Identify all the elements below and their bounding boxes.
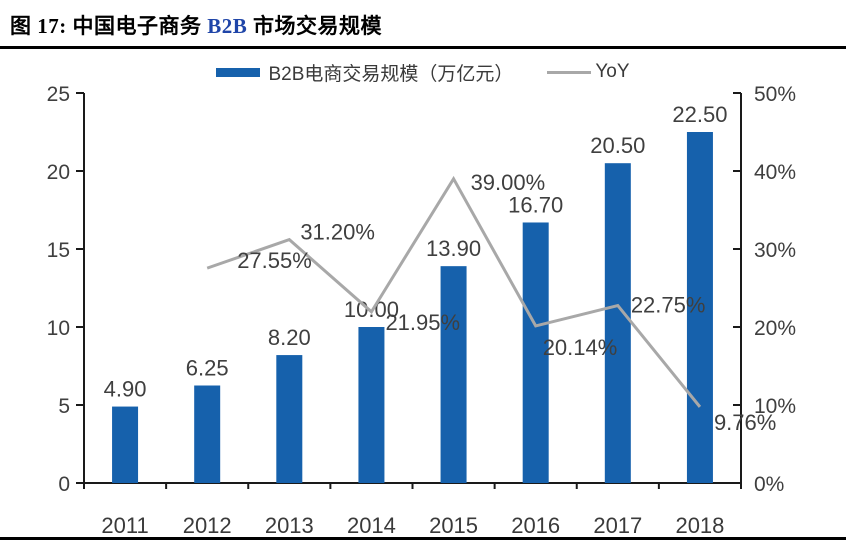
bar: [194, 385, 221, 483]
bottom-divider: [0, 537, 846, 540]
yoy-point-label: 27.55%: [237, 248, 312, 273]
right-axis-tick-label: 0%: [754, 473, 784, 496]
x-category-label: 2015: [429, 513, 478, 538]
yoy-point-label: 20.14%: [543, 335, 618, 360]
bar-value-label: 8.20: [268, 325, 311, 350]
right-axis-tick-label: 40%: [754, 161, 796, 184]
left-axis-tick-label: 20: [47, 161, 70, 184]
bar: [522, 222, 549, 484]
bar: [358, 327, 385, 483]
left-axis-tick-label: 10: [47, 317, 70, 340]
figure-title-text-2: 市场交易规模: [247, 14, 383, 38]
title-divider: [0, 46, 846, 49]
x-category-label: 2012: [183, 513, 232, 538]
yoy-point-label: 21.95%: [385, 310, 460, 335]
bar-value-label: 20.50: [590, 133, 645, 158]
x-category-label: 2018: [675, 513, 724, 538]
left-axis-tick-label: 15: [47, 239, 70, 262]
yoy-point-label: 39.00%: [471, 170, 546, 195]
right-axis-tick-label: 10%: [754, 395, 796, 418]
left-axis-tick-label: 25: [47, 83, 70, 106]
bar-value-label: 16.70: [508, 192, 563, 217]
yoy-point-label: 31.20%: [300, 220, 375, 245]
bar: [112, 406, 139, 483]
figure-title: 图 17: 中国电子商务 B2B 市场交易规模: [10, 10, 840, 40]
x-category-label: 2013: [265, 513, 314, 538]
x-category-label: 2014: [347, 513, 396, 538]
x-category-label: 2017: [593, 513, 642, 538]
right-axis-tick-label: 50%: [754, 83, 796, 106]
left-axis-tick-label: 5: [58, 395, 70, 418]
legend-line-swatch: [547, 70, 592, 74]
figure-number: 图 17:: [10, 14, 67, 38]
bar: [276, 355, 303, 483]
x-category-label: 2011: [101, 513, 148, 538]
yoy-point-label: 9.76%: [714, 410, 776, 435]
bar: [686, 132, 713, 483]
left-axis-tick-label: 0: [58, 473, 70, 496]
chart-legend: B2B电商交易规模（万亿元） YoY: [0, 60, 846, 85]
legend-bar-label: B2B电商交易规模（万亿元）: [268, 63, 514, 85]
bar: [440, 266, 467, 483]
bar: [604, 163, 631, 483]
right-axis-tick-label: 30%: [754, 239, 796, 262]
bar-value-label: 22.50: [672, 102, 727, 127]
figure-title-text-1: 中国电子商务: [66, 14, 208, 38]
bar-value-label: 6.25: [186, 356, 229, 381]
bar-value-label: 13.90: [426, 236, 481, 261]
figure-title-b2b: B2B: [207, 14, 248, 38]
legend-line-label: YoY: [595, 61, 630, 82]
x-category-label: 2016: [511, 513, 560, 538]
yoy-point-label: 22.75%: [631, 293, 706, 318]
legend-bar-swatch: [216, 67, 261, 77]
bar-value-label: 4.90: [104, 377, 147, 402]
right-axis-tick-label: 20%: [754, 317, 796, 340]
yoy-line: [206, 175, 702, 408]
